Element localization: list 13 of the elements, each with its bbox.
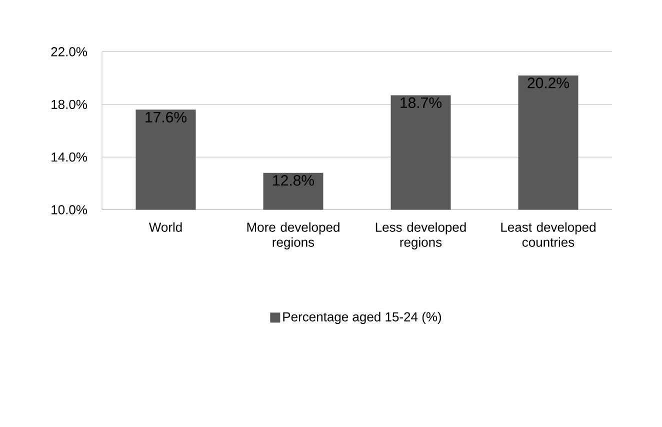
- data-label: 18.7%: [400, 97, 442, 108]
- x-tick-label: Less developed regions: [376, 222, 466, 250]
- data-label: 20.2%: [528, 78, 569, 88]
- y-tick-label: 14.0%: [52, 152, 88, 162]
- y-tick-label: 10.0%: [52, 205, 88, 214]
- data-label: 17.6%: [146, 112, 186, 122]
- x-tick-label: Least developed countries: [501, 222, 596, 247]
- x-tick-label: More developed regions: [247, 222, 340, 250]
- data-label: 12.8%: [273, 175, 314, 186]
- x-tick-label: World: [148, 222, 182, 232]
- y-tick-label: 22.0%: [51, 47, 88, 56]
- legend-label: Percentage aged 15-24 (%): [283, 312, 442, 324]
- y-tick-label: 18.0%: [52, 100, 88, 110]
